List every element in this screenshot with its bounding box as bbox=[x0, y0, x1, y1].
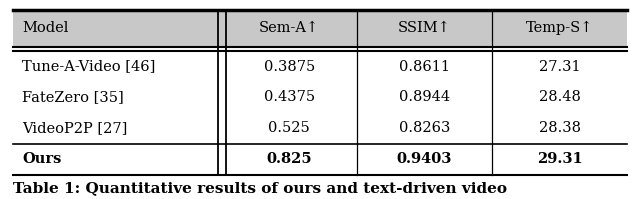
Text: 0.825: 0.825 bbox=[266, 152, 312, 166]
Text: 28.48: 28.48 bbox=[539, 90, 580, 104]
Text: Model: Model bbox=[22, 21, 68, 35]
Text: Ours: Ours bbox=[22, 152, 61, 166]
Text: Sem-A↑: Sem-A↑ bbox=[259, 21, 319, 35]
Text: 0.3875: 0.3875 bbox=[264, 60, 315, 74]
Text: 0.8611: 0.8611 bbox=[399, 60, 450, 74]
Text: SSIM↑: SSIM↑ bbox=[398, 21, 451, 35]
Text: FateZero [35]: FateZero [35] bbox=[22, 90, 124, 104]
Text: 0.525: 0.525 bbox=[268, 121, 310, 135]
Text: Temp-S↑: Temp-S↑ bbox=[526, 21, 593, 35]
Text: 0.8944: 0.8944 bbox=[399, 90, 450, 104]
Text: 28.38: 28.38 bbox=[539, 121, 580, 135]
Text: Tune-A-Video [46]: Tune-A-Video [46] bbox=[22, 60, 156, 74]
Text: 29.31: 29.31 bbox=[537, 152, 582, 166]
Text: VideoP2P [27]: VideoP2P [27] bbox=[22, 121, 127, 135]
Text: 0.8263: 0.8263 bbox=[399, 121, 450, 135]
Text: 27.31: 27.31 bbox=[539, 60, 580, 74]
Text: Table 1: Quantitative results of ours and text-driven video: Table 1: Quantitative results of ours an… bbox=[13, 181, 507, 195]
Text: 0.4375: 0.4375 bbox=[264, 90, 315, 104]
Text: 0.9403: 0.9403 bbox=[397, 152, 452, 166]
